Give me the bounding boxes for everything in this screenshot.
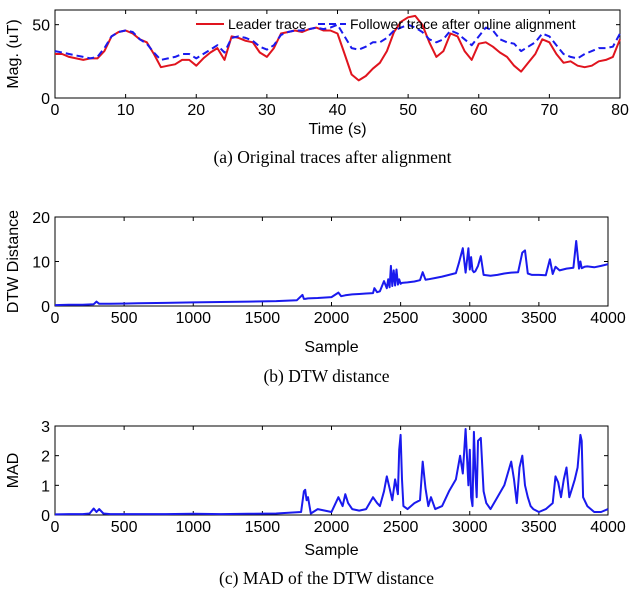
x-tick-label: 20 bbox=[187, 102, 205, 119]
x-tick-label: 3000 bbox=[452, 310, 488, 327]
y-tick-label: 0 bbox=[41, 91, 50, 108]
legend-label: Follower trace after online alignment bbox=[350, 16, 576, 32]
caption: (b) DTW distance bbox=[263, 366, 389, 386]
y-tick-label: 1 bbox=[41, 478, 50, 495]
caption: (a) Original traces after alignment bbox=[213, 147, 451, 167]
x-tick-label: 2500 bbox=[383, 310, 419, 327]
x-axis-label: Sample bbox=[304, 542, 358, 559]
x-tick-label: 80 bbox=[611, 102, 629, 119]
series-line-2-1 bbox=[54, 240, 609, 307]
y-tick-label: 0 bbox=[41, 508, 50, 525]
x-tick-label: 3500 bbox=[521, 310, 557, 327]
x-tick-label: 1000 bbox=[175, 310, 211, 327]
x-tick-label: 1000 bbox=[175, 519, 211, 536]
x-tick-label: 30 bbox=[258, 102, 276, 119]
legend-label: Leader trace bbox=[228, 16, 307, 32]
plot-area-1 bbox=[54, 9, 621, 99]
x-tick-label: 3500 bbox=[521, 519, 557, 536]
x-tick-label: 500 bbox=[111, 310, 138, 327]
y-axis-label: Mag. (uT) bbox=[5, 19, 22, 88]
y-tick-label: 2 bbox=[41, 449, 50, 466]
x-tick-label: 1500 bbox=[245, 519, 281, 536]
x-tick-label: 2000 bbox=[314, 310, 350, 327]
y-axis-label: MAD bbox=[5, 453, 22, 489]
x-tick-label: 0 bbox=[51, 102, 60, 119]
series-line-3-1 bbox=[54, 428, 609, 516]
x-tick-label: 1500 bbox=[245, 310, 281, 327]
y-tick-label: 50 bbox=[32, 18, 50, 35]
x-tick-label: 50 bbox=[399, 102, 417, 119]
x-tick-label: 500 bbox=[111, 519, 138, 536]
caption: (c) MAD of the DTW distance bbox=[219, 568, 434, 588]
x-tick-label: 4000 bbox=[590, 519, 626, 536]
y-tick-label: 3 bbox=[41, 419, 50, 436]
x-tick-label: 40 bbox=[329, 102, 347, 119]
x-tick-label: 2000 bbox=[314, 519, 350, 536]
x-tick-label: 2500 bbox=[383, 519, 419, 536]
series-line-follower-trace-after-online-alignment bbox=[54, 23, 621, 61]
x-tick-label: 0 bbox=[51, 519, 60, 536]
y-axis-label: DTW Distance bbox=[5, 210, 22, 313]
plot-area-3 bbox=[54, 425, 609, 516]
x-axis-label: Time (s) bbox=[308, 121, 366, 138]
y-tick-label: 0 bbox=[41, 299, 50, 316]
plot-area-2 bbox=[54, 216, 609, 307]
y-tick-label: 20 bbox=[32, 210, 50, 227]
x-tick-label: 4000 bbox=[590, 310, 626, 327]
x-tick-label: 70 bbox=[540, 102, 558, 119]
x-tick-label: 0 bbox=[51, 310, 60, 327]
y-tick-label: 10 bbox=[32, 255, 50, 272]
x-tick-label: 60 bbox=[470, 102, 488, 119]
x-tick-label: 10 bbox=[117, 102, 135, 119]
x-axis-label: Sample bbox=[304, 339, 358, 356]
x-tick-label: 3000 bbox=[452, 519, 488, 536]
